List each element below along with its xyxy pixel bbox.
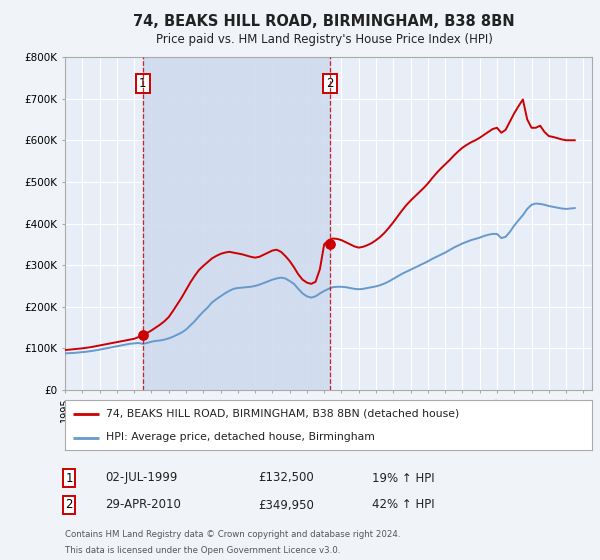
Text: 2: 2 <box>326 77 334 90</box>
Text: Price paid vs. HM Land Registry's House Price Index (HPI): Price paid vs. HM Land Registry's House … <box>155 33 493 46</box>
Text: 19% ↑ HPI: 19% ↑ HPI <box>372 472 434 484</box>
Text: 42% ↑ HPI: 42% ↑ HPI <box>372 498 434 511</box>
Bar <box>143 57 330 390</box>
Text: 74, BEAKS HILL ROAD, BIRMINGHAM, B38 8BN (detached house): 74, BEAKS HILL ROAD, BIRMINGHAM, B38 8BN… <box>106 408 460 418</box>
Text: 29-APR-2010: 29-APR-2010 <box>105 498 181 511</box>
Text: This data is licensed under the Open Government Licence v3.0.: This data is licensed under the Open Gov… <box>65 546 340 555</box>
Text: 1: 1 <box>65 472 73 484</box>
Text: 1: 1 <box>139 77 146 90</box>
Text: 2: 2 <box>65 498 73 511</box>
Text: Contains HM Land Registry data © Crown copyright and database right 2024.: Contains HM Land Registry data © Crown c… <box>65 530 401 539</box>
Text: HPI: Average price, detached house, Birmingham: HPI: Average price, detached house, Birm… <box>106 432 375 442</box>
Text: £132,500: £132,500 <box>258 472 314 484</box>
Text: £349,950: £349,950 <box>258 498 314 511</box>
Text: 02-JUL-1999: 02-JUL-1999 <box>105 472 178 484</box>
Point <box>138 330 148 339</box>
Text: 74, BEAKS HILL ROAD, BIRMINGHAM, B38 8BN: 74, BEAKS HILL ROAD, BIRMINGHAM, B38 8BN <box>133 14 515 29</box>
Point <box>325 240 335 249</box>
